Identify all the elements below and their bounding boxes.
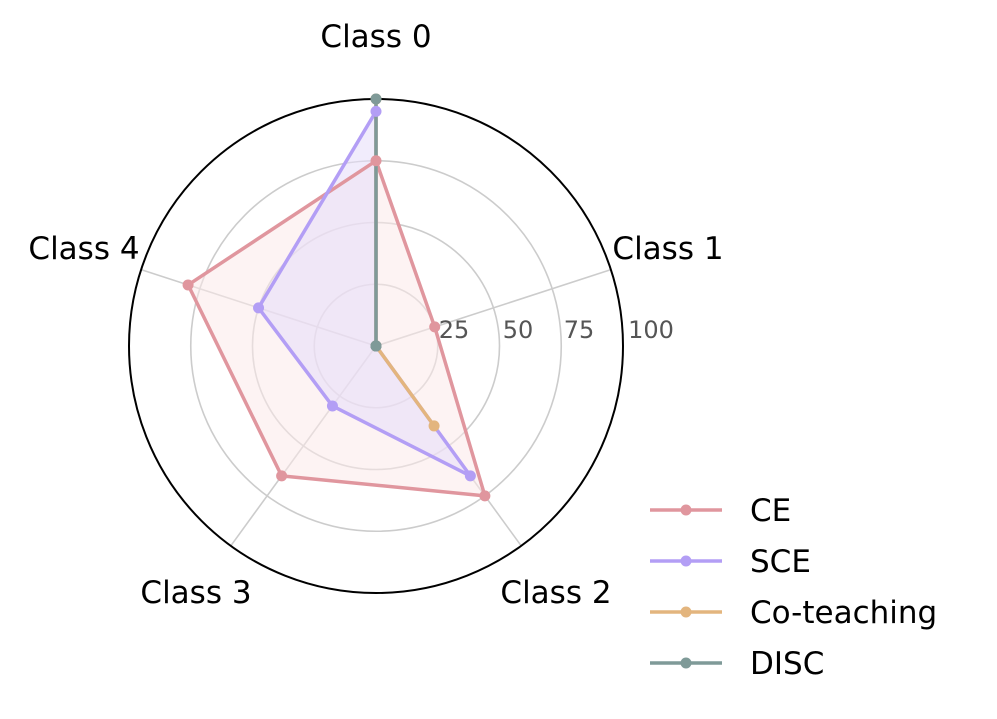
point-sce-class-0 xyxy=(370,105,382,117)
series-fills xyxy=(188,111,485,496)
legend-marker-co-teaching xyxy=(680,606,692,618)
legend: CE SCE Co-teaching DISC xyxy=(650,493,937,682)
point-ce-class-0 xyxy=(370,155,382,167)
legend-label-co-teaching: Co-teaching xyxy=(750,595,937,631)
axis-label-class-2: Class 2 xyxy=(500,575,611,611)
legend-marker-ce xyxy=(680,504,692,516)
radial-tick-labels: 25 50 75 100 xyxy=(439,316,674,344)
tick-label-75: 75 xyxy=(564,316,595,344)
legend-label-disc: DISC xyxy=(750,646,824,682)
point-disc-class-0 xyxy=(370,93,382,105)
series-fill-sce xyxy=(258,111,471,476)
point-ce-class-1 xyxy=(429,321,441,333)
series-points xyxy=(182,93,491,502)
point-ce-class-2 xyxy=(479,490,491,502)
tick-label-100: 100 xyxy=(628,316,674,344)
tick-label-50: 50 xyxy=(503,316,534,344)
point-ce-class-3 xyxy=(276,470,288,482)
point-co-teaching-class-2 xyxy=(428,420,440,432)
point-disc-class-4 xyxy=(370,340,382,352)
point-ce-class-4 xyxy=(182,279,194,291)
point-sce-class-2 xyxy=(464,470,476,482)
point-sce-class-4 xyxy=(253,302,265,314)
tick-label-25: 25 xyxy=(439,316,470,344)
axis-labels: Class 0 Class 1 Class 2 Class 3 Class 4 xyxy=(28,19,723,611)
legend-label-ce: CE xyxy=(750,493,791,529)
legend-label-sce: SCE xyxy=(750,544,811,580)
axis-label-class-4: Class 4 xyxy=(28,231,139,267)
point-sce-class-3 xyxy=(326,400,338,412)
axis-label-class-0: Class 0 xyxy=(320,19,431,55)
series-line-ce xyxy=(186,159,487,498)
axis-label-class-1: Class 1 xyxy=(612,231,723,267)
legend-marker-disc xyxy=(680,657,692,669)
axis-label-class-3: Class 3 xyxy=(140,575,251,611)
legend-marker-sce xyxy=(680,555,692,567)
